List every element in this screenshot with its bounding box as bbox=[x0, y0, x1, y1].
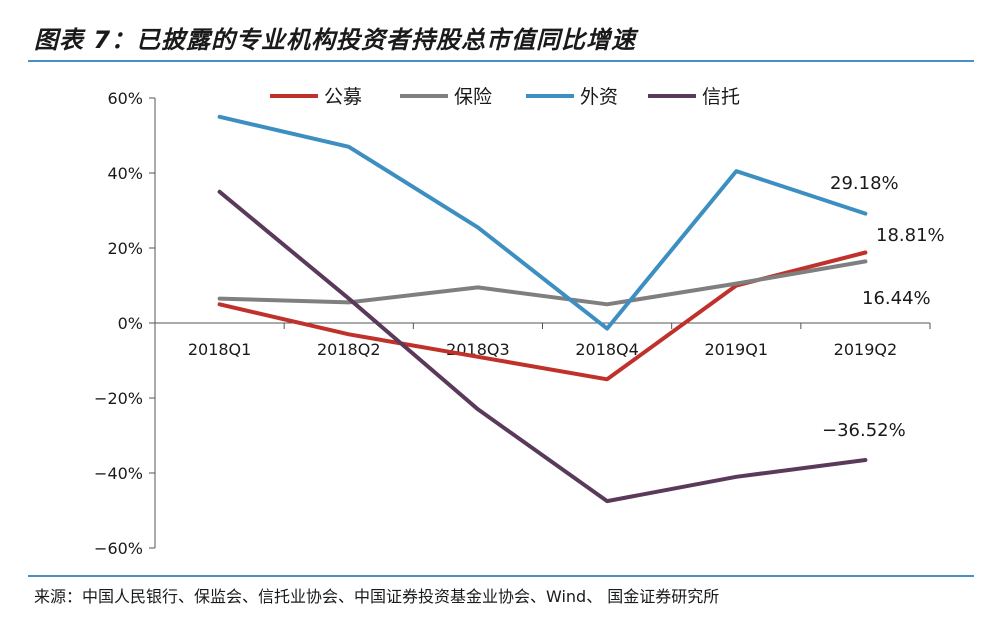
chart-axes: 60% 40% 20% 0% −20% −40% −60% 2018Q1 2018Q2 2018Q… bbox=[94, 89, 931, 558]
data-label: −36.52% bbox=[822, 420, 906, 441]
data-label: 18.81% bbox=[876, 225, 945, 246]
series-line-2 bbox=[217, 259, 868, 307]
y-tick-label: 40% bbox=[107, 164, 143, 183]
chart-series-lines bbox=[217, 114, 868, 504]
legend-label: 信托 bbox=[702, 86, 740, 108]
y-tick-label: −40% bbox=[94, 464, 143, 483]
legend-label: 保险 bbox=[454, 86, 492, 108]
figure-title: 图表 7：已披露的专业机构投资者持股总市值同比增速 bbox=[34, 26, 637, 54]
data-label: 16.44% bbox=[862, 288, 931, 309]
y-tick-label: −20% bbox=[94, 389, 143, 408]
legend-label: 公募 bbox=[324, 86, 362, 108]
x-tick-label: 2019Q1 bbox=[705, 340, 769, 359]
series-line-3 bbox=[217, 114, 868, 331]
y-tick-label: −60% bbox=[94, 539, 143, 558]
legend-label: 外资 bbox=[580, 86, 618, 108]
x-tick-label: 2018Q4 bbox=[575, 340, 639, 359]
source-note: 来源：中国人民银行、保监会、信托业协会、中国证券投资基金业协会、Wind、 国金… bbox=[34, 587, 720, 606]
data-label: 29.18% bbox=[830, 173, 899, 194]
x-tick-label: 2018Q2 bbox=[317, 340, 381, 359]
source-rule bbox=[28, 575, 974, 577]
series-line-4 bbox=[217, 189, 868, 504]
x-tick-label: 2019Q2 bbox=[834, 340, 898, 359]
y-tick-label: 0% bbox=[118, 314, 143, 333]
title-rule bbox=[28, 60, 974, 62]
x-tick-label: 2018Q1 bbox=[188, 340, 252, 359]
y-tick-label: 60% bbox=[107, 89, 143, 108]
chart-annotations: 29.18% 18.81% 16.44% −36.52% bbox=[822, 173, 945, 441]
chart-legend: 公募 保险 外资 信托 bbox=[270, 86, 740, 108]
y-tick-label: 20% bbox=[107, 239, 143, 258]
